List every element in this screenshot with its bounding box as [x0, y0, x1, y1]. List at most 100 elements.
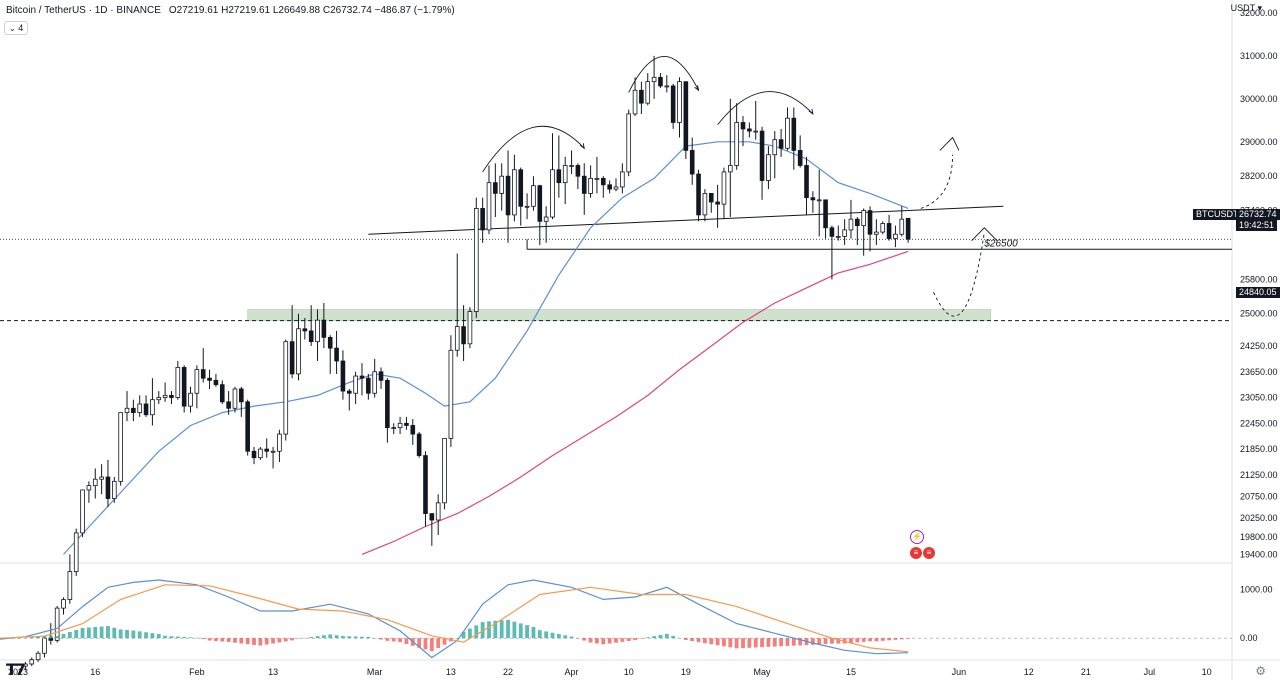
lightning-icon[interactable]: ⚡	[910, 530, 924, 544]
candle	[308, 305, 314, 346]
macd-histogram-bar	[118, 629, 123, 639]
candle-down	[804, 165, 809, 199]
macd-histogram-bar	[512, 621, 517, 639]
macd-histogram-bar	[601, 638, 606, 645]
candle-up	[454, 326, 460, 351]
macd-histogram-bar	[626, 638, 631, 642]
candle-up	[664, 85, 670, 88]
macd-histogram-bar	[302, 637, 307, 639]
macd-histogram-bar	[80, 627, 85, 639]
indicators-toggle[interactable]: ⌄ 4	[4, 21, 29, 35]
candle	[740, 116, 746, 147]
candle	[550, 133, 555, 220]
candle-down	[327, 336, 333, 349]
left-shoulder-arc	[482, 125, 585, 173]
time-tick-label: 2023	[8, 667, 28, 677]
demand-zone	[247, 309, 991, 321]
candle	[835, 225, 841, 241]
candle-up	[448, 349, 454, 439]
candle-up	[315, 319, 320, 343]
macd-histogram-bar	[887, 638, 891, 641]
candle	[855, 217, 860, 245]
macd-histogram-bar	[194, 637, 199, 639]
candle-down	[346, 390, 352, 394]
candle	[162, 382, 168, 402]
candle-down	[404, 422, 409, 426]
candle-down	[518, 169, 524, 207]
us-flag-icon[interactable]: ≡	[910, 547, 922, 559]
settings-icon[interactable]: ⚙	[1255, 664, 1266, 678]
candle-up	[296, 328, 301, 375]
macd-histogram-bar	[169, 636, 174, 639]
time-axis[interactable]: 2023 16 Feb 13 Mar 13 22 Apr 10 19 May 15 Jun 12 21 Jul…	[8, 667, 1212, 677]
price-tick-label: 22450.00	[1240, 418, 1278, 428]
macd-histogram-bar	[226, 638, 231, 642]
macd-histogram-bar	[614, 638, 618, 643]
candles[interactable]	[23, 55, 911, 671]
candle-up	[766, 154, 771, 181]
countdown-tag: 19:42:51	[1236, 220, 1278, 231]
signal-line	[0, 584, 909, 653]
candle-up	[372, 371, 377, 394]
time-tick-label: Feb	[189, 667, 205, 677]
macd-histogram-bar	[550, 632, 555, 639]
candle-down	[181, 367, 187, 407]
macd-histogram-bar	[664, 633, 669, 639]
macd-histogram-bar	[156, 634, 161, 639]
macd-histogram-bar	[258, 638, 263, 646]
candle-down	[556, 169, 562, 184]
candle	[448, 335, 454, 447]
candle	[442, 437, 447, 510]
macd-histogram-bar	[125, 629, 129, 639]
candle-down	[366, 377, 371, 394]
macd-histogram-bar	[366, 636, 371, 639]
tradingview-logo-icon[interactable]: T7	[6, 660, 26, 679]
macd-histogram-bar	[741, 638, 745, 649]
candle-down	[429, 513, 435, 521]
candle	[588, 165, 593, 198]
macd-histogram-bar	[645, 637, 650, 639]
macd-histogram-bar	[423, 638, 428, 650]
currency-selector[interactable]: USDT ▾	[1231, 3, 1262, 14]
candle-up	[651, 76, 657, 83]
time-tick-label: 10	[624, 667, 634, 677]
candle-up	[86, 485, 92, 491]
candle-up	[626, 113, 632, 173]
us-flag-icon[interactable]: ≡	[923, 547, 935, 559]
price-axis[interactable]: 32000.00 31000.00 30000.00 29000.00 28200.00…	[1240, 8, 1278, 643]
macd-histogram-bar	[588, 638, 593, 643]
candle	[569, 150, 574, 175]
macd-tick-label: 0.00	[1240, 633, 1258, 643]
candle	[556, 135, 562, 198]
time-tick-label: Apr	[565, 667, 579, 677]
candle	[181, 365, 187, 413]
candle-down	[855, 218, 860, 227]
candle	[753, 100, 759, 140]
macd-histogram-bar	[207, 638, 212, 641]
candle-up	[594, 177, 600, 180]
macd-histogram-bar	[633, 638, 637, 641]
price-tick-label: 25800.00	[1240, 274, 1278, 284]
candle-up	[29, 659, 35, 665]
macd-histogram-bar	[201, 638, 206, 640]
symbol-title[interactable]: Bitcoin / TetherUS · 1D · BINANCE	[6, 5, 161, 16]
candle-up	[620, 171, 625, 188]
candle-up	[473, 208, 479, 312]
macd-histogram-bar	[398, 638, 402, 643]
candle-down	[48, 637, 54, 641]
macd-histogram-bar	[836, 638, 841, 644]
candle-up	[137, 403, 143, 413]
time-tick-label: May	[754, 667, 772, 677]
candle	[791, 107, 797, 170]
macd-histogram-bar	[150, 633, 155, 639]
macd-histogram-bar	[112, 627, 117, 639]
candle	[689, 137, 695, 185]
candle	[677, 77, 682, 138]
macd-histogram-bar	[175, 636, 180, 639]
candle	[842, 219, 847, 245]
candle	[327, 335, 333, 374]
candle	[886, 214, 892, 241]
candle	[816, 169, 822, 237]
macd-histogram-bar	[163, 635, 168, 639]
